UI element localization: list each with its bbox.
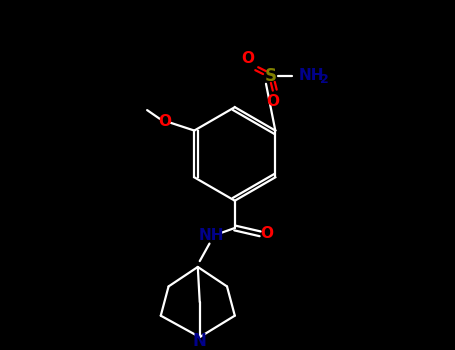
Text: S: S xyxy=(265,67,277,85)
Text: 2: 2 xyxy=(319,74,329,86)
Text: NH: NH xyxy=(298,69,324,84)
Text: N: N xyxy=(193,332,207,350)
Text: O: O xyxy=(260,226,273,242)
Text: NH: NH xyxy=(199,228,224,243)
Text: O: O xyxy=(158,114,171,129)
Text: O: O xyxy=(266,94,279,109)
Text: O: O xyxy=(241,51,254,66)
